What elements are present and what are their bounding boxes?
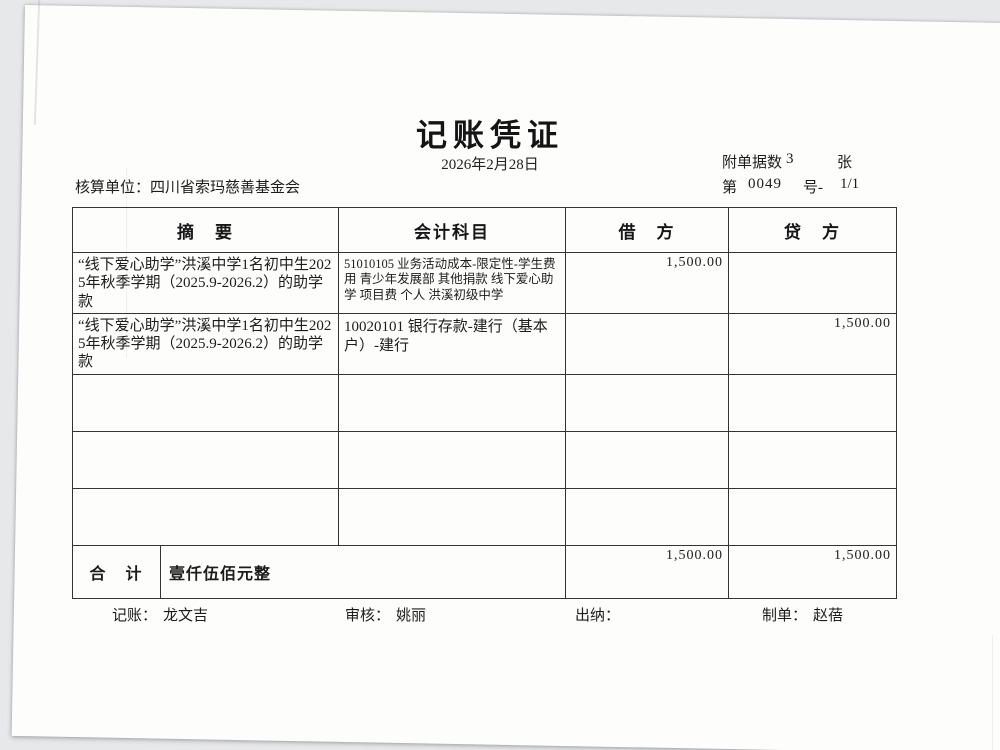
credit-cell: 1,500.00 (728, 312, 897, 375)
debit-cell (565, 487, 729, 546)
signature-row: 记账： 龙文吉 审核： 姚丽 出纳： 制单： 赵蓓 (0, 604, 1000, 628)
total-amount-in-words: 壹仟伍佰元整 (160, 544, 566, 599)
header-debit: 借 方 (565, 207, 729, 253)
auditor-signature: 审核： 姚丽 (345, 604, 426, 625)
paper-edge-line (992, 635, 993, 750)
preparer-signature: 制单： 赵蓓 (762, 604, 843, 625)
table-row (72, 373, 897, 432)
summary-cell: “线下爱心助学”洪溪中学1名初中生2025年秋季学期（2025.9-2026.2… (72, 252, 339, 314)
auditor-name: 姚丽 (396, 608, 427, 624)
voucher-number-suffix: 号- (803, 180, 823, 196)
auditor-label: 审核： (345, 608, 391, 624)
preparer-label: 制单： (762, 608, 808, 624)
total-label: 合 计 (72, 544, 161, 599)
voucher-date: 2026年2月28日 (441, 157, 539, 173)
total-row: 合 计 壹仟伍佰元整 1,500.00 1,500.00 (72, 544, 897, 599)
attachment-count-unit: 张 (837, 155, 853, 171)
bookkeeper-label: 记账： (112, 608, 158, 624)
credit-cell (728, 373, 897, 432)
table-row (72, 487, 897, 546)
credit-cell (728, 487, 897, 546)
credit-cell (728, 430, 897, 489)
accounting-unit-value: 四川省索玛慈善基金会 (150, 180, 301, 196)
cashier-signature: 出纳： (575, 604, 626, 625)
voucher-number-value: 0049 (748, 176, 782, 192)
voucher-page-indicator: 1/1 (840, 176, 860, 192)
debit-cell: 1,500.00 (565, 252, 729, 314)
accounting-unit-label: 核算单位： (75, 180, 151, 196)
preparer-name: 赵蓓 (813, 608, 844, 624)
summary-cell: “线下爱心助学”洪溪中学1名初中生2025年秋季学期（2025.9-2026.2… (72, 312, 339, 375)
table-row: “线下爱心助学”洪溪中学1名初中生2025年秋季学期（2025.9-2026.2… (72, 312, 897, 375)
bookkeeper-name: 龙文吉 (163, 608, 209, 624)
account-cell (338, 373, 566, 432)
summary-cell (72, 487, 339, 546)
voucher-number-prefix: 第 (722, 180, 738, 196)
table-header-row: 摘 要 会计科目 借 方 贷 方 (72, 207, 897, 253)
total-debit-cell: 1,500.00 (565, 544, 729, 599)
cashier-label: 出纳： (575, 608, 621, 624)
summary-cell (72, 373, 339, 432)
debit-cell (565, 430, 729, 489)
header-summary: 摘 要 (72, 207, 339, 253)
header-account: 会计科目 (338, 207, 566, 253)
header-credit: 贷 方 (728, 207, 897, 253)
debit-cell (565, 312, 729, 375)
account-cell: 10020101 银行存款-建行（基本户）-建行 (338, 312, 566, 375)
total-credit-cell: 1,500.00 (728, 544, 897, 599)
voucher-title: 记账凭证 (416, 118, 564, 153)
attachment-count-value: 3 (786, 151, 794, 167)
accounting-unit-line: 核算单位：四川省索玛慈善基金会 (75, 176, 300, 197)
bookkeeper-signature: 记账： 龙文吉 (112, 604, 208, 625)
table-row (72, 430, 897, 489)
voucher-table: 摘 要 会计科目 借 方 贷 方 “线下爱心助学”洪溪中学1名初中生2025年秋… (72, 207, 897, 599)
table-row: “线下爱心助学”洪溪中学1名初中生2025年秋季学期（2025.9-2026.2… (72, 252, 897, 314)
account-cell (338, 430, 566, 489)
account-cell: 51010105 业务活动成本-限定性-学生费用 青少年发展部 其他捐款 线下爱… (338, 252, 566, 314)
summary-cell (72, 430, 339, 489)
attachment-count-label: 附单据数 (722, 155, 783, 171)
debit-cell (565, 373, 729, 432)
account-cell (338, 487, 566, 546)
credit-cell (728, 252, 897, 314)
